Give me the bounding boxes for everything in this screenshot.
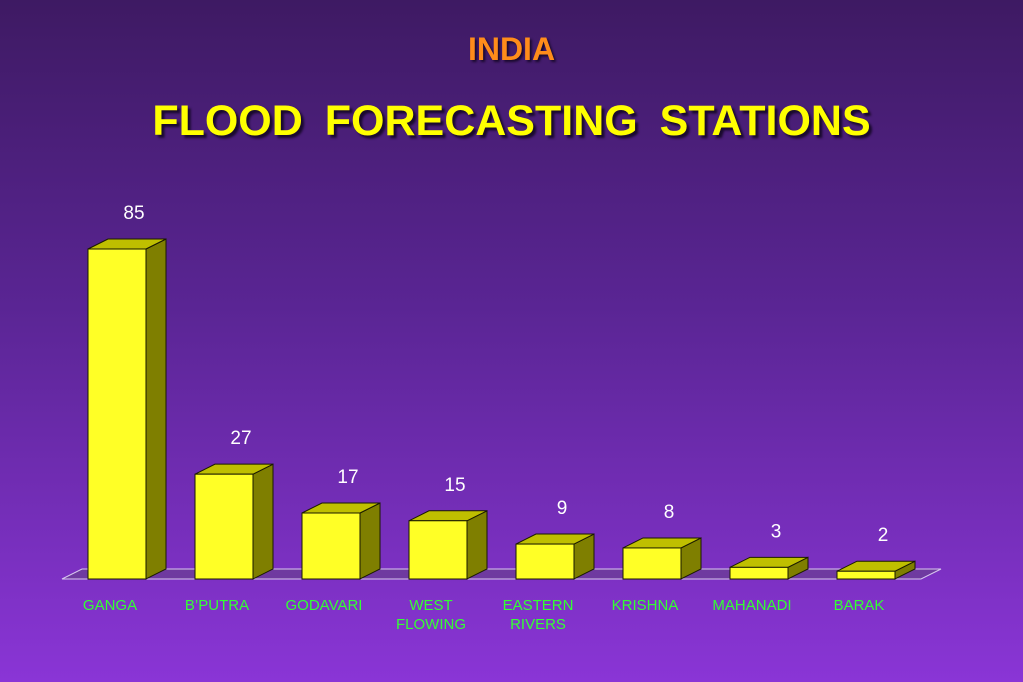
category-label: B’PUTRA bbox=[185, 597, 249, 614]
value-labels-group: 85 27 17 15 9 8 3 2 bbox=[123, 203, 888, 546]
bar-front bbox=[87, 248, 147, 580]
bar-side bbox=[145, 238, 167, 580]
bar-side bbox=[252, 463, 274, 580]
bar-front bbox=[729, 566, 789, 580]
bar bbox=[622, 537, 702, 580]
bar-value-label: 9 bbox=[557, 498, 568, 519]
bar-front bbox=[194, 473, 254, 580]
category-label: GANGA bbox=[83, 597, 137, 614]
bar-front bbox=[301, 512, 361, 580]
bar bbox=[301, 502, 381, 580]
bar bbox=[87, 238, 167, 580]
category-label: MAHANADI bbox=[712, 597, 791, 614]
bar bbox=[194, 463, 274, 580]
bar bbox=[515, 533, 595, 580]
category-label: KRISHNA bbox=[612, 597, 679, 614]
bar-value-label: 27 bbox=[230, 428, 251, 449]
category-label: BARAK bbox=[834, 597, 885, 614]
bar bbox=[836, 560, 916, 580]
bar-value-label: 2 bbox=[878, 525, 889, 546]
bar-side bbox=[466, 509, 488, 580]
bar-value-label: 15 bbox=[444, 475, 465, 496]
category-label: GODAVARI bbox=[286, 597, 363, 614]
chart-title: FLOOD FORECASTING STATIONS bbox=[152, 97, 871, 145]
chart-floor bbox=[61, 568, 942, 580]
bar bbox=[729, 556, 809, 580]
category-label: EASTERN RIVERS bbox=[503, 597, 574, 633]
bar-value-label: 8 bbox=[664, 502, 675, 523]
bars-group bbox=[87, 238, 916, 580]
bar bbox=[408, 509, 488, 580]
category-labels-group: GANGA B’PUTRA GODAVARI WEST FLOWING EASTERN RI… bbox=[83, 597, 885, 633]
bar-value-label: 17 bbox=[337, 467, 358, 488]
bar-front bbox=[408, 520, 468, 580]
bar-front bbox=[836, 570, 896, 580]
bar-side bbox=[359, 502, 381, 580]
bar-front bbox=[622, 547, 682, 580]
chart-super-title: INDIA bbox=[467, 31, 556, 67]
category-label: WEST FLOWING bbox=[396, 597, 466, 633]
bar-value-label: 3 bbox=[771, 521, 782, 542]
bar-value-label: 85 bbox=[123, 203, 144, 224]
bar-front bbox=[515, 543, 575, 580]
